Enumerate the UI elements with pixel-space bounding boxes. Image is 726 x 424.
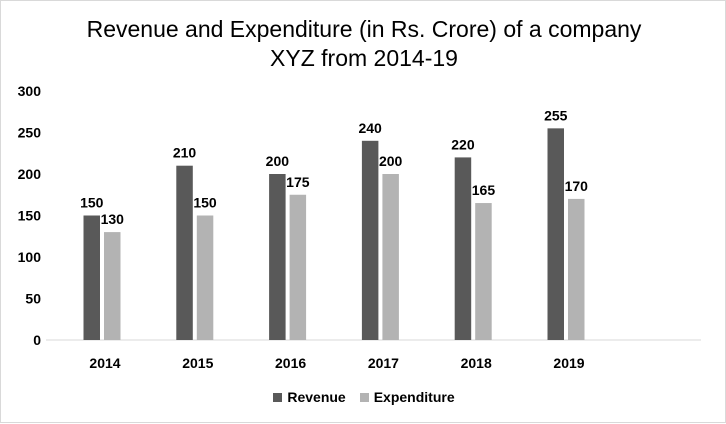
chart-title-line-2: XYZ from 2014-19 [270, 45, 458, 71]
x-tick-label-2016: 2016 [275, 355, 306, 371]
bar-revenue-2018 [454, 157, 472, 340]
legend-item-expenditure: Expenditure [359, 389, 455, 405]
data-label-expenditure-2017: 200 [379, 153, 403, 169]
x-tick-label-2015: 2015 [182, 355, 213, 371]
y-tick-label-200: 200 [18, 166, 42, 182]
data-label-expenditure-2018: 165 [472, 182, 496, 198]
x-tick-label-2017: 2017 [368, 355, 399, 371]
data-label-revenue-2019: 255 [544, 107, 568, 123]
x-tick-label-2014: 2014 [89, 355, 120, 371]
x-tick-label-2018: 2018 [461, 355, 492, 371]
bar-revenue-2015 [176, 165, 193, 340]
bar-revenue-2014 [83, 215, 100, 340]
bar-expenditure-2018 [475, 203, 492, 340]
data-label-revenue-2014: 150 [80, 195, 104, 211]
data-label-expenditure-2016: 175 [286, 174, 310, 190]
bar-expenditure-2014 [104, 232, 121, 340]
y-tick-label-250: 250 [18, 125, 42, 141]
bar-revenue-2017 [361, 140, 379, 340]
bar-expenditure-2017 [382, 174, 399, 340]
bar-revenue-2016 [269, 174, 286, 340]
y-tick-label-300: 300 [18, 83, 42, 99]
legend: Revenue Expenditure [1, 389, 726, 405]
y-tick-label-50: 50 [25, 291, 41, 307]
legend-item-revenue: Revenue [273, 389, 346, 405]
data-label-expenditure-2019: 170 [565, 178, 589, 194]
legend-swatch-expenditure [359, 392, 369, 402]
data-label-revenue-2018: 220 [451, 136, 475, 152]
bar-expenditure-2015 [196, 215, 214, 340]
legend-label-expenditure: Expenditure [373, 389, 455, 405]
y-tick-label-150: 150 [18, 208, 42, 224]
data-label-expenditure-2015: 150 [193, 195, 217, 211]
data-label-revenue-2016: 200 [266, 153, 290, 169]
legend-swatch-revenue [273, 392, 283, 402]
data-label-revenue-2017: 240 [358, 120, 382, 136]
data-label-revenue-2015: 210 [173, 145, 197, 161]
chart-title-line-1: Revenue and Expenditure (in Rs. Crore) o… [86, 16, 642, 42]
y-tick-label-100: 100 [18, 249, 42, 265]
y-tick-label-0: 0 [33, 332, 41, 348]
legend-label-revenue: Revenue [287, 389, 346, 405]
bar-expenditure-2016 [289, 194, 307, 340]
bar-expenditure-2019 [568, 198, 585, 340]
bar-revenue-2019 [547, 128, 564, 340]
data-label-expenditure-2014: 130 [101, 211, 125, 227]
x-tick-label-2019: 2019 [553, 355, 584, 371]
chart-title: Revenue and Expenditure (in Rs. Crore) o… [1, 15, 726, 73]
